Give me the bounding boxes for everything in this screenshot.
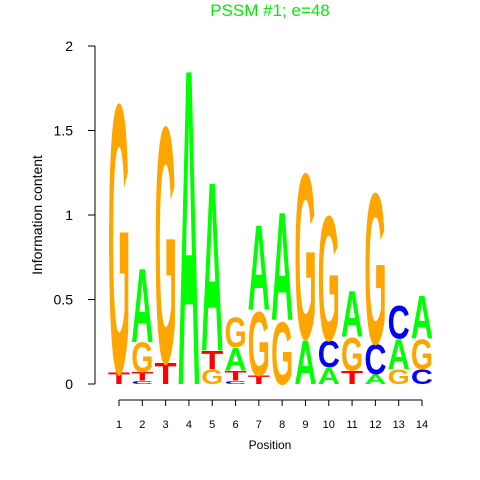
letter: G [294, 124, 316, 389]
letter: C [224, 380, 246, 385]
letter: G [271, 305, 293, 405]
x-axis-label: Position [249, 438, 292, 452]
x-tick-label: 5 [209, 419, 215, 431]
letter: G [248, 295, 270, 396]
x-tick-label: 7 [256, 419, 262, 431]
y-tick-label: 2 [65, 38, 73, 54]
letter: A [318, 363, 340, 390]
letter: G [318, 179, 340, 379]
x-tick-label: 3 [163, 419, 169, 431]
letter: A [201, 131, 223, 402]
letter: A [364, 372, 386, 388]
chart-title: PSSM #1; e=48 [210, 1, 330, 20]
letter: C [388, 297, 410, 349]
x-tick-label: 2 [139, 419, 145, 431]
letter: C [364, 336, 386, 383]
letter: T [201, 346, 223, 375]
x-tick-label: 12 [369, 419, 381, 431]
letter: G [364, 149, 386, 390]
letter: A [388, 331, 410, 378]
y-tick-label: 1.5 [54, 123, 74, 139]
letter: G [108, 24, 130, 454]
letter: C [318, 334, 340, 376]
x-tick-label: 4 [186, 419, 192, 431]
letter: A [341, 278, 363, 351]
letter: T [341, 368, 364, 389]
letter: A [411, 284, 433, 352]
letter: C [411, 365, 433, 389]
letter: G [131, 333, 153, 381]
x-tick-label: 9 [302, 419, 308, 431]
y-tick-label: 0 [65, 376, 73, 392]
letter: A [294, 327, 316, 398]
letter: A [131, 248, 153, 365]
y-tick-label: 1 [65, 207, 73, 223]
x-tick-label: 11 [346, 419, 357, 431]
x-tick-label: 14 [416, 419, 428, 431]
x-tick-label: 13 [393, 419, 405, 431]
letter: A [271, 180, 293, 353]
letter: G [388, 365, 410, 389]
letter: A [224, 340, 246, 377]
letter: G [224, 308, 246, 356]
x-tick-label: 10 [323, 419, 335, 431]
letter: G [201, 365, 223, 389]
letter: T [224, 368, 246, 384]
letter: G [411, 330, 433, 378]
letter: T [108, 369, 130, 387]
y-axis-label: Information content [29, 155, 45, 275]
x-tick-label: 6 [232, 419, 238, 431]
x-tick-label: 8 [279, 419, 285, 431]
letter: A [248, 199, 270, 336]
letter: A [178, 0, 200, 480]
letter: T [131, 370, 154, 383]
letter: G [155, 56, 177, 434]
letter: T [155, 358, 178, 392]
y-tick-label: 0.5 [54, 292, 74, 308]
x-tick-label: 1 [116, 419, 122, 431]
letter: T [248, 374, 271, 387]
letter: G [341, 329, 363, 381]
letter: C [131, 380, 153, 385]
